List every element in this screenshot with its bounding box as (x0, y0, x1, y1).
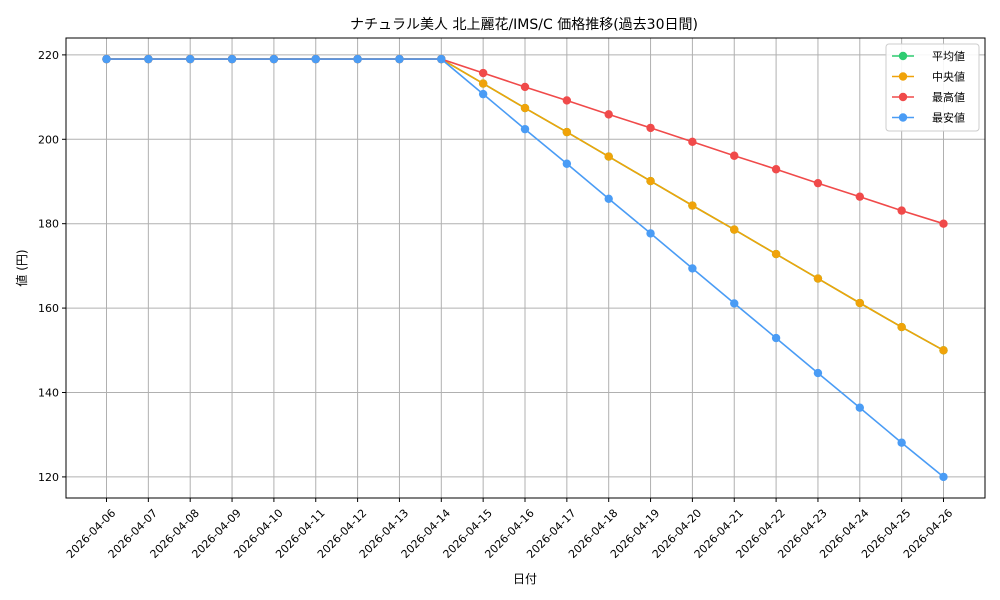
grid (66, 38, 985, 498)
data-point (353, 54, 362, 64)
data-point (897, 206, 906, 215)
data-point (478, 79, 488, 88)
data-point (855, 192, 864, 201)
data-point (813, 178, 823, 188)
data-point (813, 368, 823, 378)
data-point (186, 54, 195, 64)
series-layer (102, 54, 948, 482)
y-axis: 120 140 160 180 200 220 (38, 49, 66, 484)
data-point (730, 225, 739, 234)
data-point (311, 54, 320, 64)
chart-title: ナチュラル美人 北上麗花/IMS/C 価格推移(過去30日間) (350, 17, 698, 33)
x-axis: 2026-04-062026-04-072026-04-082026-04-09… (64, 498, 955, 561)
y-tick-label: 180 (38, 218, 59, 231)
data-point (520, 82, 530, 92)
x-axis-label: 日付 (513, 572, 537, 586)
data-point (604, 152, 613, 161)
data-point (771, 165, 781, 174)
data-point (646, 123, 655, 133)
data-point (813, 274, 823, 283)
data-point (478, 89, 488, 99)
data-point (437, 54, 446, 64)
data-point (855, 403, 864, 412)
legend-swatch-marker (898, 51, 908, 61)
data-point (730, 151, 739, 160)
data-point (227, 54, 237, 64)
legend-label: 中央値 (932, 71, 965, 84)
data-point (478, 68, 488, 78)
data-point (520, 103, 530, 113)
legend-box (885, 43, 980, 132)
y-tick-label: 200 (38, 133, 59, 146)
data-point (604, 194, 613, 203)
y-axis-label: 値 (円) (14, 249, 29, 286)
series-3 (102, 54, 948, 482)
data-point (688, 137, 697, 147)
data-point (771, 249, 781, 259)
data-point (144, 54, 153, 64)
legend-swatch-marker (898, 113, 908, 122)
data-point (771, 333, 781, 343)
data-point (939, 346, 948, 355)
data-point (897, 438, 906, 447)
data-point (395, 54, 404, 64)
data-point (688, 264, 697, 273)
data-point (562, 96, 572, 105)
y-tick-label: 140 (38, 386, 59, 399)
data-point (646, 176, 655, 186)
data-point (269, 54, 279, 64)
data-point (730, 299, 739, 308)
data-point (939, 472, 948, 482)
data-point (939, 219, 948, 228)
y-tick-label: 120 (38, 471, 59, 484)
data-point (604, 110, 613, 119)
y-tick-label: 160 (38, 302, 59, 315)
data-point (562, 159, 572, 168)
data-point (897, 322, 906, 332)
data-point (646, 229, 655, 238)
data-point (855, 298, 864, 308)
data-point (102, 54, 111, 64)
legend-label: 最安値 (932, 111, 965, 125)
legend-label: 平均値 (932, 50, 965, 63)
y-tick-label: 220 (38, 49, 59, 62)
data-point (688, 201, 697, 210)
legend-swatch-marker (898, 72, 908, 81)
data-point (562, 127, 572, 137)
legend-swatch-marker (898, 92, 908, 102)
legend-label: 最高値 (932, 90, 965, 104)
data-point (520, 124, 530, 134)
